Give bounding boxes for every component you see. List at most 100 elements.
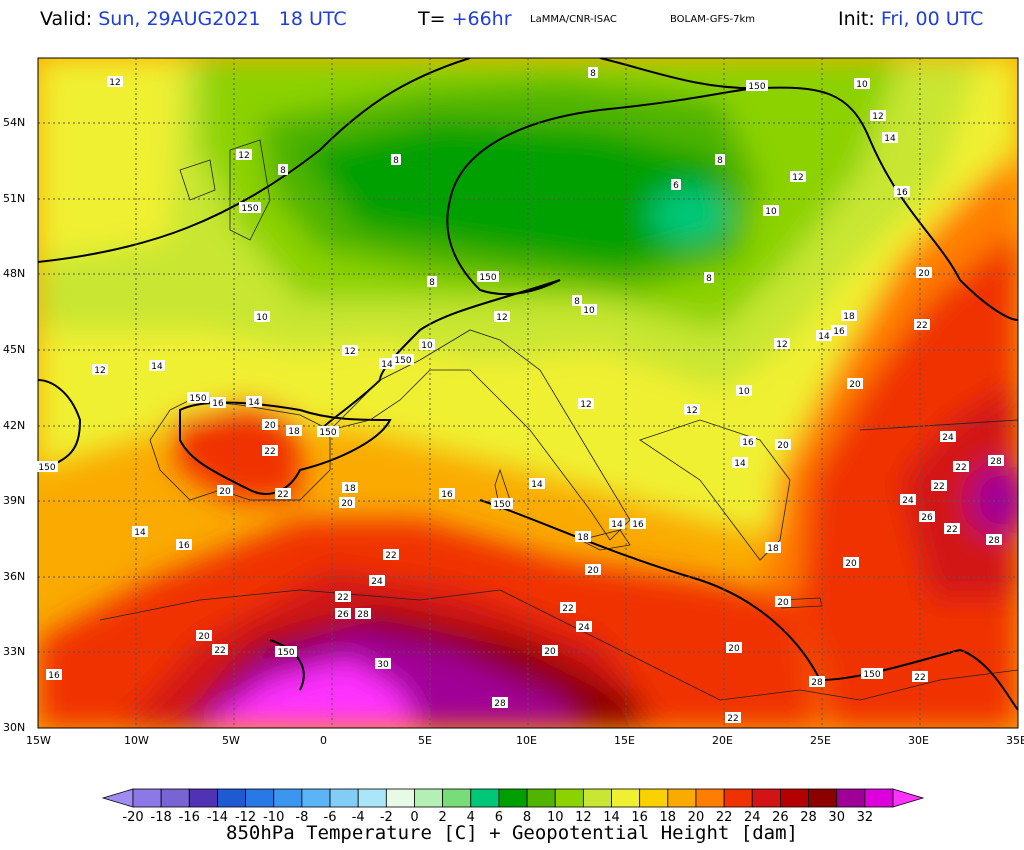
field-value-label: 22 — [914, 319, 930, 331]
lon-label: 35E — [1006, 734, 1024, 747]
colorbar-segment — [695, 788, 725, 808]
field-value-label: 8 — [391, 154, 401, 166]
lon-label: 10W — [124, 734, 149, 747]
colorbar-min-arrow — [101, 788, 134, 808]
colorbar-tick-label: 30 — [828, 810, 845, 825]
colorbar-tick-label: -8 — [295, 810, 309, 825]
field-value-label: 20 — [542, 645, 558, 657]
svg-text:12: 12 — [344, 347, 355, 357]
field-value-label: 150 — [36, 461, 58, 473]
contour-iberia — [179, 401, 392, 495]
svg-text:22: 22 — [562, 604, 573, 614]
svg-text:12: 12 — [94, 366, 105, 376]
svg-text:16: 16 — [742, 438, 754, 448]
valid-value: Sun, 29AUG2021 18 UTC — [98, 8, 347, 30]
svg-text:20: 20 — [777, 441, 789, 451]
lon-label: 5E — [418, 734, 432, 747]
field-value-label: 18 — [342, 482, 358, 494]
colorbar-segment — [385, 788, 415, 808]
colorbar-segment — [723, 788, 753, 808]
field-value-label: 12 — [342, 345, 358, 357]
svg-text:28: 28 — [357, 610, 369, 620]
lat-label: 33N — [3, 645, 26, 658]
svg-text:12: 12 — [872, 112, 883, 122]
model-label: BOLAM-GFS-7km — [670, 14, 755, 25]
africa-coast — [99, 589, 1018, 701]
svg-text:20: 20 — [198, 632, 210, 642]
svg-text:28: 28 — [811, 678, 823, 688]
svg-text:20: 20 — [777, 598, 789, 608]
field-value-label: 150 — [477, 271, 499, 283]
svg-text:18: 18 — [288, 427, 300, 437]
field-value-label: 16 — [176, 539, 192, 551]
lat-label: 45N — [3, 343, 26, 356]
svg-text:14: 14 — [884, 134, 896, 144]
field-value-label: 10 — [854, 78, 870, 90]
lon-label: 5W — [222, 734, 240, 747]
svg-text:12: 12 — [580, 400, 591, 410]
lon-label: 10E — [516, 734, 537, 747]
field-value-label: 24 — [369, 575, 385, 587]
svg-text:24: 24 — [942, 433, 954, 443]
svg-text:22: 22 — [214, 646, 225, 656]
map-grid — [38, 58, 1018, 728]
valid-key: Valid: — [40, 8, 93, 30]
field-value-label: 12 — [684, 404, 700, 416]
svg-text:16: 16 — [896, 188, 908, 198]
colorbar-tick-label: 26 — [772, 810, 789, 825]
colorbar-segment — [639, 788, 669, 808]
field-value-label: 26 — [335, 608, 351, 620]
svg-text:12: 12 — [686, 406, 697, 416]
field-southmagenta — [200, 660, 420, 728]
colorbar-segment — [442, 788, 472, 808]
svg-text:10: 10 — [765, 207, 777, 217]
svg-text:20: 20 — [264, 421, 276, 431]
svg-text:22: 22 — [914, 673, 925, 683]
field-value-label: 24 — [900, 494, 916, 506]
field-value-label: 14 — [732, 457, 748, 469]
field-value-label: 22 — [931, 480, 947, 492]
contour-alps — [446, 199, 561, 296]
field-value-label: 20 — [775, 596, 791, 608]
contour-west — [38, 379, 82, 471]
field-value-label: 24 — [576, 621, 592, 633]
svg-text:22: 22 — [277, 490, 288, 500]
svg-text:20: 20 — [544, 647, 556, 657]
svg-text:24: 24 — [371, 577, 383, 587]
colorbar-tick-label: 32 — [856, 810, 874, 825]
svg-text:8: 8 — [706, 274, 712, 284]
field-value-label: 30 — [375, 658, 391, 670]
svg-text:150: 150 — [277, 648, 294, 658]
colorbar-segment — [780, 788, 809, 808]
lat-label: 48N — [3, 267, 26, 280]
britain-coast — [229, 139, 271, 241]
field-value-label: 18 — [286, 425, 302, 437]
field-value-label: 10 — [581, 304, 597, 316]
colorbar-tick-label: 16 — [631, 810, 648, 825]
field-value-label: 8 — [704, 272, 714, 284]
svg-text:8: 8 — [590, 69, 596, 79]
colorbar-segment — [498, 788, 528, 808]
svg-text:22: 22 — [264, 447, 275, 457]
colorbar-segment — [582, 788, 612, 808]
svg-text:16: 16 — [178, 541, 190, 551]
field-value-label: 28 — [809, 676, 825, 688]
colorbar-tick-label: 28 — [800, 810, 817, 825]
field-value-label: 150 — [187, 392, 209, 404]
lat-label: 42N — [3, 419, 26, 432]
svg-text:22: 22 — [946, 525, 957, 535]
colorbar-title: 850hPa Temperature [C] + Geopotential He… — [226, 822, 798, 844]
colorbar-segment — [526, 788, 556, 808]
field-value-label: 22 — [953, 461, 969, 473]
geopotential-contours — [38, 58, 1018, 711]
lat-label: 51N — [3, 192, 26, 205]
colorbar-segment — [414, 788, 444, 808]
colorbar-segment — [808, 788, 838, 808]
field-value-label: 14 — [149, 360, 165, 372]
colorbar-segment — [667, 788, 697, 808]
field-value-label: 20 — [262, 419, 278, 431]
svg-text:20: 20 — [728, 644, 740, 654]
svg-text:22: 22 — [955, 463, 966, 473]
colorbar-tick-label: 20 — [687, 810, 705, 825]
lon-label: 15E — [614, 734, 635, 747]
